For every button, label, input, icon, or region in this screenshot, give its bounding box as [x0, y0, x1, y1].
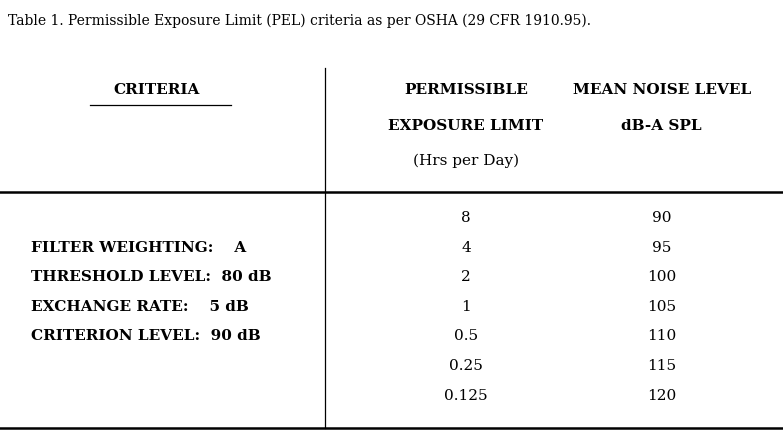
Text: 0.5: 0.5 [454, 329, 478, 344]
Text: (Hrs per Day): (Hrs per Day) [413, 154, 519, 168]
Text: CRITERIA: CRITERIA [114, 83, 200, 97]
Text: 2: 2 [461, 270, 471, 284]
Text: 115: 115 [647, 359, 677, 373]
Text: MEAN NOISE LEVEL: MEAN NOISE LEVEL [572, 83, 751, 97]
Text: 100: 100 [647, 270, 677, 284]
Text: THRESHOLD LEVEL:  80 dB: THRESHOLD LEVEL: 80 dB [31, 270, 272, 284]
Text: 4: 4 [461, 241, 471, 255]
Text: FILTER WEIGHTING:    A: FILTER WEIGHTING: A [31, 241, 247, 255]
Text: CRITERION LEVEL:  90 dB: CRITERION LEVEL: 90 dB [31, 329, 261, 344]
Text: EXCHANGE RATE:    5 dB: EXCHANGE RATE: 5 dB [31, 300, 249, 314]
Text: 90: 90 [652, 211, 671, 225]
Text: 120: 120 [647, 389, 677, 403]
Text: Table 1. Permissible Exposure Limit (PEL) criteria as per OSHA (29 CFR 1910.95).: Table 1. Permissible Exposure Limit (PEL… [8, 13, 591, 28]
Text: 1: 1 [461, 300, 471, 314]
Text: PERMISSIBLE: PERMISSIBLE [404, 83, 528, 97]
Text: EXPOSURE LIMIT: EXPOSURE LIMIT [388, 119, 543, 133]
Text: 95: 95 [652, 241, 671, 255]
Text: 110: 110 [647, 329, 677, 344]
Text: 105: 105 [647, 300, 677, 314]
Text: 0.25: 0.25 [449, 359, 483, 373]
Text: 8: 8 [461, 211, 471, 225]
Text: 0.125: 0.125 [444, 389, 488, 403]
Text: dB-A SPL: dB-A SPL [622, 119, 702, 133]
